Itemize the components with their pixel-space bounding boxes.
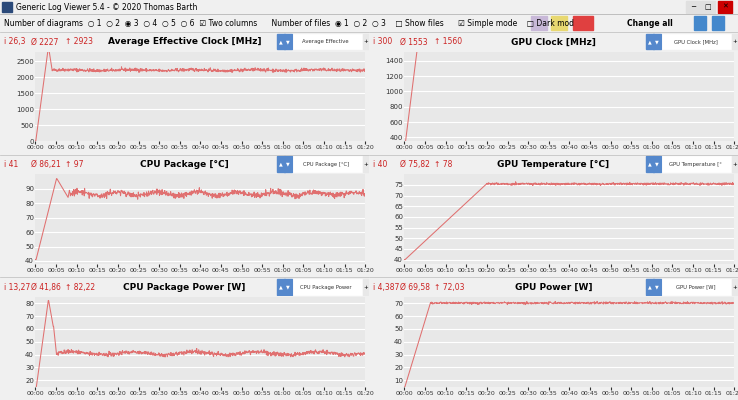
- Bar: [663, 279, 731, 295]
- Text: CPU Package [°C]: CPU Package [°C]: [140, 160, 229, 169]
- Bar: [663, 34, 731, 50]
- Bar: [284, 156, 292, 172]
- Text: i 40: i 40: [373, 160, 387, 169]
- Text: ↑ 82,22: ↑ 82,22: [65, 283, 94, 292]
- Bar: [663, 156, 731, 172]
- Text: GPU Power [W]: GPU Power [W]: [676, 285, 715, 290]
- Text: Generic Log Viewer 5.4 - © 2020 Thomas Barth: Generic Log Viewer 5.4 - © 2020 Thomas B…: [16, 2, 197, 12]
- Text: CPU Package Power: CPU Package Power: [300, 285, 354, 290]
- Text: ↑ 1560: ↑ 1560: [434, 37, 462, 46]
- Text: GPU Clock [MHz]: GPU Clock [MHz]: [674, 39, 717, 44]
- Bar: [731, 156, 738, 172]
- Text: +: +: [733, 39, 737, 44]
- Text: ↑ 97: ↑ 97: [65, 160, 83, 169]
- Bar: [663, 156, 731, 172]
- Text: Average Effective Clock [MHz]: Average Effective Clock [MHz]: [108, 37, 261, 46]
- Bar: [277, 34, 285, 50]
- Bar: [718, 1, 732, 13]
- Bar: [653, 34, 661, 50]
- Text: +: +: [733, 285, 737, 290]
- Bar: [712, 16, 725, 30]
- Text: ─: ─: [691, 4, 695, 10]
- Bar: [531, 16, 548, 30]
- Text: ▼: ▼: [655, 284, 659, 289]
- Text: Ø 75,82: Ø 75,82: [400, 160, 430, 169]
- Text: i 4,387: i 4,387: [373, 283, 400, 292]
- Text: GPU Power [W]: GPU Power [W]: [514, 283, 593, 292]
- Text: Ø 2227: Ø 2227: [31, 37, 59, 46]
- Text: i 13,27: i 13,27: [4, 283, 31, 292]
- Text: CPU Package [°C]: CPU Package [°C]: [303, 162, 350, 167]
- Text: ↑ 72,03: ↑ 72,03: [434, 283, 464, 292]
- Text: Ø 41,86: Ø 41,86: [31, 283, 61, 292]
- Bar: [653, 279, 661, 295]
- Text: GPU Clock [MHz]: GPU Clock [MHz]: [511, 37, 596, 46]
- Bar: [294, 156, 362, 172]
- Text: ▲: ▲: [279, 39, 283, 44]
- Bar: [663, 34, 731, 50]
- Text: i 26,3: i 26,3: [4, 37, 26, 46]
- Bar: [551, 16, 568, 30]
- Bar: [363, 156, 369, 172]
- Text: ▲: ▲: [648, 162, 652, 167]
- Text: ▲: ▲: [279, 284, 283, 289]
- Text: i 41: i 41: [4, 160, 18, 169]
- Bar: [2, 2, 12, 12]
- Text: Average Effective: Average Effective: [303, 39, 351, 44]
- Bar: [646, 34, 654, 50]
- Bar: [294, 156, 362, 172]
- Text: Ø 69,58: Ø 69,58: [400, 283, 430, 292]
- Bar: [663, 279, 731, 295]
- Text: GPU Temperature [°: GPU Temperature [°: [669, 162, 722, 167]
- Text: ▲: ▲: [648, 39, 652, 44]
- Text: Change all: Change all: [627, 18, 673, 28]
- Bar: [731, 34, 738, 50]
- Bar: [731, 279, 738, 295]
- Text: CPU Package Power [W]: CPU Package Power [W]: [123, 283, 246, 292]
- Text: Ø 86,21: Ø 86,21: [31, 160, 61, 169]
- Bar: [646, 279, 654, 295]
- Text: □: □: [705, 4, 711, 10]
- Text: GPU Temperature [°C]: GPU Temperature [°C]: [497, 160, 610, 169]
- Text: ▼: ▼: [286, 284, 290, 289]
- Bar: [694, 16, 706, 30]
- Text: ▼: ▼: [286, 39, 290, 44]
- Bar: [294, 34, 362, 50]
- Bar: [646, 156, 654, 172]
- Bar: [701, 1, 715, 13]
- Bar: [294, 279, 362, 295]
- Bar: [573, 16, 593, 30]
- Text: +: +: [364, 39, 368, 44]
- Text: ✕: ✕: [722, 4, 728, 10]
- Text: ▼: ▼: [655, 39, 659, 44]
- Bar: [284, 34, 292, 50]
- Text: +: +: [364, 285, 368, 290]
- Bar: [653, 156, 661, 172]
- Text: +: +: [733, 162, 737, 167]
- Text: ▲: ▲: [279, 162, 283, 167]
- Text: ↑ 78: ↑ 78: [434, 160, 452, 169]
- Text: Ø 1553: Ø 1553: [400, 37, 428, 46]
- Text: ↑ 2923: ↑ 2923: [65, 37, 92, 46]
- Bar: [294, 279, 362, 295]
- Bar: [363, 34, 369, 50]
- Text: Number of diagrams  ○ 1  ○ 2  ◉ 3  ○ 4  ○ 5  ○ 6  ☑ Two columns      Number of f: Number of diagrams ○ 1 ○ 2 ◉ 3 ○ 4 ○ 5 ○…: [4, 18, 574, 28]
- Bar: [277, 279, 285, 295]
- Text: ▲: ▲: [648, 284, 652, 289]
- Text: +: +: [364, 162, 368, 167]
- Bar: [686, 1, 700, 13]
- Text: i 300: i 300: [373, 37, 393, 46]
- Bar: [363, 279, 369, 295]
- Bar: [277, 156, 285, 172]
- Text: ▼: ▼: [655, 162, 659, 167]
- Bar: [294, 34, 362, 50]
- Text: ▼: ▼: [286, 162, 290, 167]
- Bar: [284, 279, 292, 295]
